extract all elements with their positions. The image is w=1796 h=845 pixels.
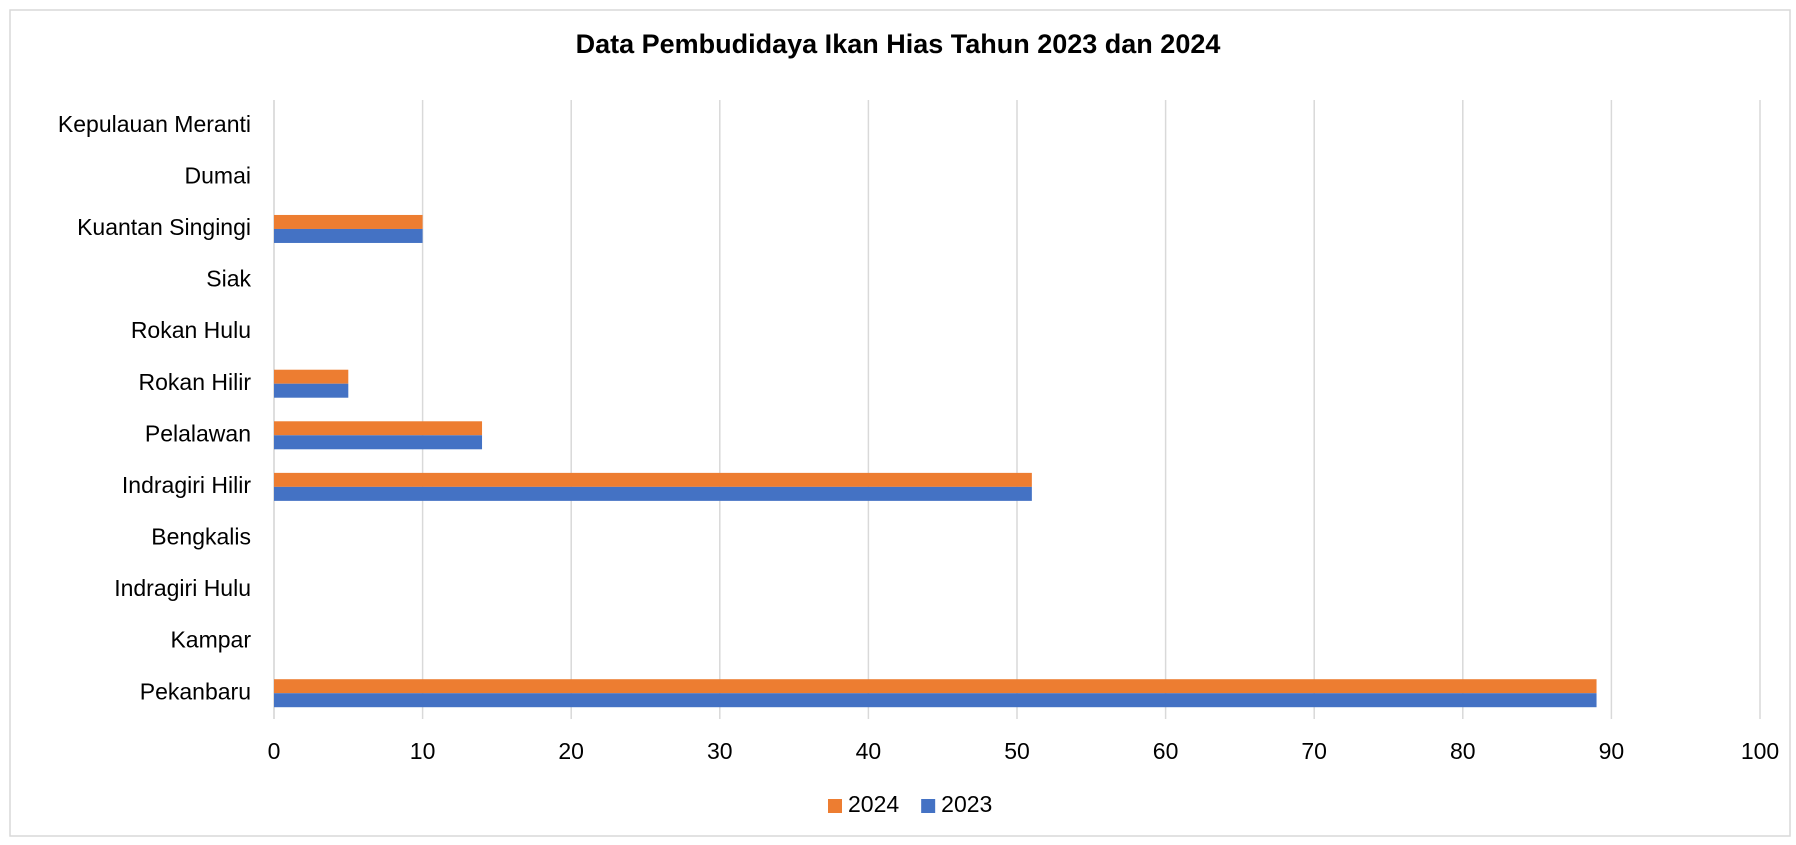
bar xyxy=(274,486,1032,501)
x-tick-label: 50 xyxy=(1004,738,1030,764)
chart-title: Data Pembudidaya Ikan Hias Tahun 2023 da… xyxy=(576,29,1221,59)
x-tick-label: 80 xyxy=(1450,738,1476,764)
x-tick-label: 30 xyxy=(707,738,733,764)
x-tick-label: 10 xyxy=(410,738,436,764)
y-tick-label: Pelalawan xyxy=(145,420,251,446)
bar xyxy=(274,679,1597,694)
x-tick-label: 60 xyxy=(1153,738,1179,764)
x-tick-label: 20 xyxy=(558,738,584,764)
legend-swatch xyxy=(828,799,842,813)
bar xyxy=(274,369,349,384)
y-tick-label: Siak xyxy=(206,266,251,292)
y-tick-label: Kampar xyxy=(170,627,251,653)
bar xyxy=(274,472,1032,487)
bar xyxy=(274,214,423,229)
x-tick-label: 100 xyxy=(1741,738,1779,764)
bar xyxy=(274,383,349,398)
y-tick-label: Dumai xyxy=(185,162,251,188)
y-tick-label: Indragiri Hulu xyxy=(114,575,251,601)
x-tick-label: 90 xyxy=(1599,738,1625,764)
y-tick-label: Bengkalis xyxy=(151,524,251,550)
legend-swatch xyxy=(921,799,936,813)
bar xyxy=(274,435,483,450)
legend-label: 2024 xyxy=(848,791,899,817)
legend-label: 2023 xyxy=(941,791,992,817)
y-tick-label: Rokan Hilir xyxy=(139,369,252,395)
x-tick-label: 0 xyxy=(268,738,281,764)
x-tick-label: 40 xyxy=(856,738,882,764)
y-tick-label: Rokan Hulu xyxy=(131,317,251,343)
y-tick-label: Pekanbaru xyxy=(140,678,251,704)
y-tick-label: Kuantan Singingi xyxy=(77,214,251,240)
y-tick-label: Indragiri Hilir xyxy=(122,472,251,498)
y-tick-label: Kepulauan Meranti xyxy=(58,111,251,137)
x-tick-label: 70 xyxy=(1301,738,1327,764)
bar xyxy=(274,228,423,243)
bar xyxy=(274,693,1597,708)
bar xyxy=(274,421,483,436)
